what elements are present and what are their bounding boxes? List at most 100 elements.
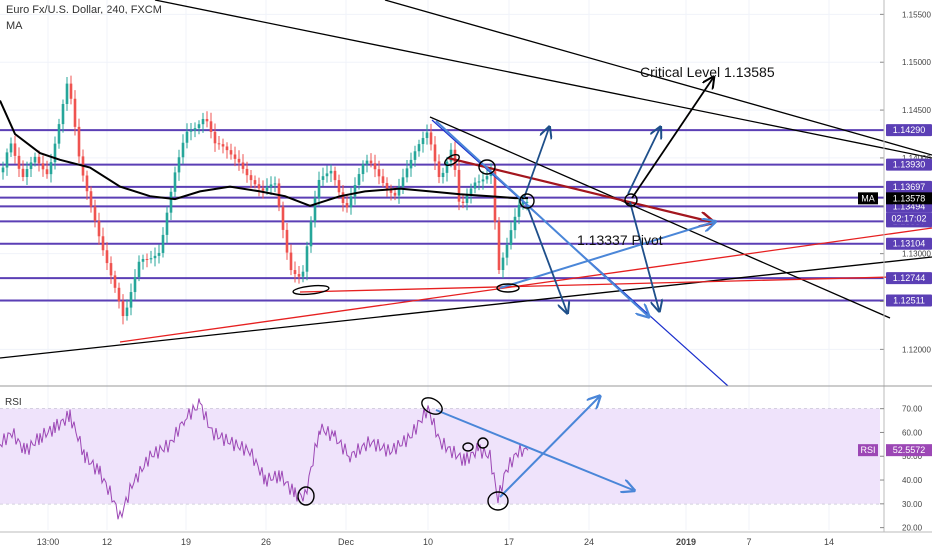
pivot-annotation: 1.13337 Pivot xyxy=(577,232,663,248)
last-price-label: 1.13578 xyxy=(893,193,926,203)
candle-body xyxy=(313,197,317,222)
candle-body xyxy=(197,124,201,129)
candle-body xyxy=(57,124,61,144)
price-level-label: 1.13104 xyxy=(893,239,926,249)
candle-body xyxy=(33,156,37,163)
x-tick-label: 12 xyxy=(102,537,112,547)
candle-body xyxy=(389,188,393,193)
candle-body xyxy=(237,158,241,163)
candle-body xyxy=(217,143,221,145)
candle-body xyxy=(129,292,133,308)
rsi-line xyxy=(0,398,529,520)
candle-body xyxy=(513,216,517,231)
candle-body xyxy=(25,169,29,178)
candle-body xyxy=(393,192,397,196)
candle-body xyxy=(409,159,413,169)
rsi-arrow-up xyxy=(499,397,599,498)
last-price-badge xyxy=(886,192,932,205)
rsi-tick-label: 70.00 xyxy=(902,405,923,414)
candle-body xyxy=(317,179,321,198)
indicator-label[interactable]: MA xyxy=(6,20,23,32)
candle-body xyxy=(229,150,233,155)
candle-body xyxy=(273,183,277,185)
candle-body xyxy=(497,221,501,271)
rsi-value-label: 52.5572 xyxy=(893,445,926,455)
candle-body xyxy=(177,157,181,173)
candle-body xyxy=(321,176,325,180)
candle-body xyxy=(297,274,301,277)
price-level-label: 1.12511 xyxy=(893,295,925,305)
candle-body xyxy=(161,234,165,253)
candle-body xyxy=(205,119,209,122)
x-tick-label: 26 xyxy=(261,537,271,547)
candle-body xyxy=(465,195,469,203)
price-level-badge xyxy=(886,124,932,137)
rsi-tick-label: 60.00 xyxy=(902,428,923,437)
arrow-light-up xyxy=(499,222,714,289)
x-tick-label: 17 xyxy=(504,537,514,547)
candle-body xyxy=(169,191,173,213)
price-level-badge xyxy=(886,294,932,307)
candle-body xyxy=(105,250,109,264)
candle-body xyxy=(385,183,389,189)
price-level-badge xyxy=(886,272,932,285)
arrow-dark-down-1 xyxy=(527,207,567,312)
candle-body xyxy=(109,263,113,276)
candle-body xyxy=(257,184,261,189)
trendline-black-support xyxy=(0,256,932,359)
candle-body xyxy=(189,130,193,132)
candle-body xyxy=(13,143,17,156)
highlight-ellipse xyxy=(496,283,520,293)
candle-body xyxy=(45,169,49,175)
rsi-tag-badge xyxy=(858,444,878,457)
candle-body xyxy=(293,270,297,275)
arrow-critical-up xyxy=(631,78,713,199)
candles xyxy=(1,75,529,325)
candle-body xyxy=(481,179,485,182)
drawings xyxy=(0,0,932,511)
candle-body xyxy=(413,151,417,160)
candle-body xyxy=(477,181,481,183)
candle-body xyxy=(61,103,65,125)
rsi-tag-label: RSI xyxy=(860,445,875,455)
x-tick-label: 14 xyxy=(824,537,834,547)
highlight-ellipse xyxy=(292,284,330,296)
candle-body xyxy=(173,172,177,192)
candle-body xyxy=(133,277,137,293)
candle-body xyxy=(289,252,293,271)
highlight-ellipse xyxy=(421,397,443,415)
moving-average-line xyxy=(0,100,528,207)
candle-body xyxy=(17,155,21,169)
candle-body xyxy=(485,176,489,180)
candle-body xyxy=(9,143,13,153)
candle-body xyxy=(525,201,529,203)
candle-body xyxy=(5,152,9,168)
candle-body xyxy=(345,203,349,208)
candle-body xyxy=(265,186,269,191)
candle-body xyxy=(325,173,329,177)
candle-body xyxy=(245,168,249,176)
x-tick-label: 13:00 xyxy=(37,537,60,547)
trendline-black-upper xyxy=(384,0,932,156)
y-tick-label: 1.14000 xyxy=(902,154,931,163)
highlight-ellipse xyxy=(478,159,496,175)
price-level-badge xyxy=(886,237,932,250)
arrow-light-down xyxy=(435,120,648,316)
candle-body xyxy=(401,177,405,187)
candle-body xyxy=(433,144,437,162)
x-tick-label: 24 xyxy=(584,537,594,547)
rsi-tick-label: 40.00 xyxy=(902,476,923,485)
candle-body xyxy=(113,275,117,288)
candle-body xyxy=(213,131,217,144)
trendline-black-mid xyxy=(429,116,891,319)
candle-body xyxy=(417,144,421,152)
candle-body xyxy=(381,176,385,184)
candle-body xyxy=(165,212,169,235)
arrow-dark-down-2 xyxy=(629,201,659,310)
countdown-label: 02:17:02 xyxy=(891,213,926,223)
price-level-badge xyxy=(886,180,932,193)
candle-body xyxy=(97,220,101,237)
candle-body xyxy=(69,83,73,99)
candle-body xyxy=(249,175,253,181)
